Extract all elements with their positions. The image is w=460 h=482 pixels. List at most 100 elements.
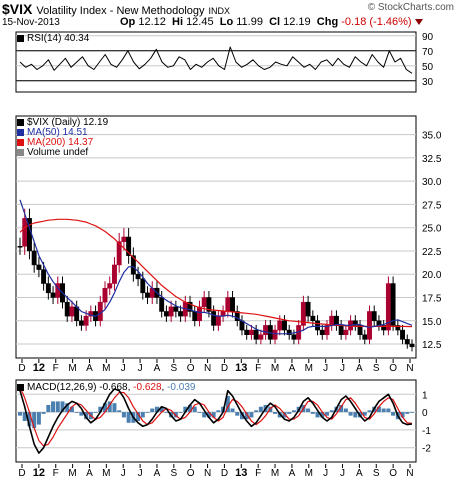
candle-body-33 <box>173 306 179 312</box>
hist-bar-70 <box>348 412 353 416</box>
candle-body-24 <box>130 255 136 275</box>
macd-tick-2: -1 <box>422 426 431 437</box>
hist-bar-36 <box>188 404 193 413</box>
hist-bar-19 <box>107 401 112 413</box>
x-axis-mid-label-16: A <box>289 363 296 374</box>
x-axis-bot-label-22: O <box>389 468 397 479</box>
exchange: INDX <box>208 6 231 16</box>
price-tick-3: 27.5 <box>422 200 442 211</box>
candle-body-69 <box>343 329 349 335</box>
candle-body-10 <box>64 301 70 317</box>
hist-bar-73 <box>362 412 367 416</box>
candle-body-20 <box>112 264 117 284</box>
candle-body-44 <box>225 297 231 312</box>
candle-body-13 <box>78 320 84 326</box>
hist-bar-69 <box>343 408 348 413</box>
hist-legend-value: -0.039 <box>167 382 196 393</box>
hist-bar-28 <box>150 408 155 413</box>
candle-body-22 <box>121 236 127 242</box>
x-axis-bottom: D 12 F M A M J J A S O N D 13 F M A M J J A S O N <box>18 464 414 479</box>
x-axis-bot-label-20: A <box>356 468 363 479</box>
hist-bar-62 <box>310 412 315 414</box>
hist-bar-13 <box>79 412 84 416</box>
hist-bar-61 <box>306 408 311 413</box>
price-tick-8: 15.0 <box>422 317 442 328</box>
hist-bar-29 <box>154 406 159 413</box>
hist-bar-6 <box>46 404 51 413</box>
x-axis-bot-label-21: S <box>373 468 380 479</box>
hist-bar-31 <box>164 412 169 413</box>
price-tick-0: 35.0 <box>422 131 442 142</box>
candle-body-78 <box>385 283 391 331</box>
rsi-panel: 90 70 50 30 <box>15 31 434 93</box>
candle-body-52 <box>263 325 269 335</box>
candle-body-75 <box>371 311 377 322</box>
hist-bar-17 <box>98 406 103 413</box>
candle-body-11 <box>69 306 75 317</box>
x-axis-bot-label-2: F <box>53 468 59 479</box>
rsi-swatch <box>17 34 24 42</box>
hist-bar-77 <box>381 408 386 413</box>
candle-body-45 <box>230 297 235 312</box>
candle-body-58 <box>291 334 297 340</box>
candle-body-49 <box>248 329 254 335</box>
price-tick-2: 30.0 <box>422 177 442 188</box>
candle-body-40 <box>206 297 212 312</box>
x-axis-bot-label-16: A <box>289 468 296 479</box>
x-axis-bot-label-4: A <box>86 468 93 479</box>
x-axis-mid-label-13: 13 <box>235 362 247 374</box>
hist-bar-22 <box>121 412 126 418</box>
open-label: Op <box>120 16 136 28</box>
hist-bar-47 <box>239 412 244 420</box>
hist-bar-45 <box>230 408 235 413</box>
rsi-line <box>19 46 413 74</box>
hist-bar-38 <box>197 412 202 413</box>
macd-legend: MACD(12,26,9) -0.668, -0.628, -0.039 <box>17 382 195 393</box>
hist-bar-23 <box>126 412 131 423</box>
candle-body-7 <box>50 292 56 298</box>
hist-bar-16 <box>93 412 98 413</box>
price-tick-4: 25.0 <box>422 224 442 235</box>
macd-tick-3: -2 <box>422 444 431 455</box>
hist-bar-83 <box>410 412 414 413</box>
low-value: 11.99 <box>236 16 263 28</box>
candle-body-38 <box>197 306 202 322</box>
ma50-swatch <box>17 128 24 136</box>
x-axis-bot-label-11: N <box>204 468 211 479</box>
candle-body-80 <box>395 325 401 331</box>
hist-bar-65 <box>324 412 329 416</box>
macd-legend-value: -0.668 <box>99 382 128 393</box>
x-axis-mid-label-20: A <box>356 363 363 374</box>
candle-body-23 <box>126 236 132 256</box>
hist-bar-48 <box>244 412 249 420</box>
hist-bar-7 <box>51 401 56 413</box>
hist-bar-4 <box>36 412 41 425</box>
close-label: Cl <box>269 16 281 28</box>
price-tick-5: 22.5 <box>422 247 442 258</box>
credit-link[interactable]: © StockCharts.com <box>367 2 454 13</box>
macd-panel: 1 0 -1 -2 <box>15 379 431 463</box>
price-tick-9: 12.5 <box>422 340 442 351</box>
hist-bar-51 <box>258 406 263 413</box>
volume-legend-text: Volume undef <box>27 147 89 158</box>
price-panel: 35.0 32.5 30.0 27.5 25.0 22.5 20.0 17.5 15.0 12.5 <box>15 115 442 359</box>
candle-body-41 <box>211 311 217 326</box>
ma50-line <box>19 199 413 335</box>
candle-body-82 <box>404 339 410 345</box>
x-axis-bot-label-9: S <box>170 468 177 479</box>
price-tick-6: 20.0 <box>422 270 442 281</box>
hist-bar-46 <box>235 412 240 416</box>
hist-bar-40 <box>206 412 211 418</box>
price-legend-text: $VIX (Daily) 12.19 <box>27 117 109 128</box>
hist-bar-63 <box>315 412 320 418</box>
x-axis-mid-label-23: N <box>406 363 413 374</box>
x-axis-mid-label-14: F <box>255 363 261 374</box>
rsi-tick-3: 30 <box>422 77 434 88</box>
hist-bar-37 <box>192 406 197 413</box>
candle-body-31 <box>163 311 169 317</box>
candle-body-42 <box>215 315 221 326</box>
x-axis-mid-label-17: M <box>305 363 313 374</box>
candle-body-83 <box>409 343 415 348</box>
candle-body-60 <box>300 301 306 326</box>
x-axis-bot-label-13: 13 <box>235 467 247 479</box>
